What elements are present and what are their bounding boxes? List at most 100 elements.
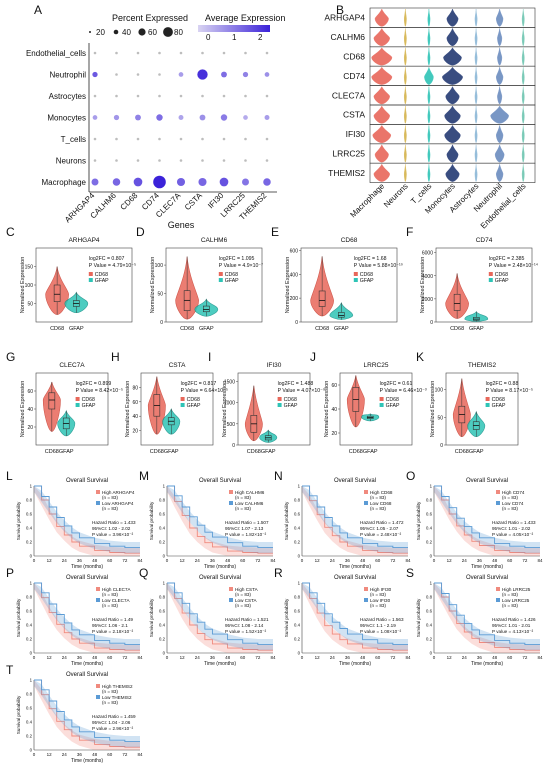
km-legend-swatch-high [364,490,368,494]
dot-marker [263,178,271,186]
dot-marker [179,51,183,55]
km-x-tick: 48 [92,655,98,660]
km-legend-n: (n = 83) [102,603,118,608]
km-y-tick: 0.2 [159,637,166,642]
km-ci-band [302,486,408,556]
gene-row-label: IFI30 [346,129,366,139]
km-y-tick: 0 [163,554,166,559]
panel-label-O: O [406,469,415,483]
km-y-tick: 0.6 [294,609,301,614]
legend-label-gfap: GFAP [225,278,239,284]
km-x-tick: 12 [447,655,453,660]
km-x-tick: 0 [33,752,36,757]
dot-marker [242,71,249,78]
km-ci-band [167,486,273,556]
violin-shape [521,8,525,27]
km-y-tick: 0.4 [426,526,433,531]
y-tick-label: 400 [290,272,299,278]
dot-marker [158,94,161,98]
km-y-tick: 0.4 [26,720,33,725]
pvalue-stat: P Value = 8.42×10⁻⁵ [76,388,123,394]
panel-title: CD74 [476,237,493,244]
pvalue-stat: P Value = 4.07×10⁻⁹ [278,388,325,394]
km-stat: Hazard Ratio = 1.433 [492,520,536,525]
km-x-label: Time (months) [204,661,236,667]
km-title: Overall Survival [66,478,108,484]
km-x-tick: 12 [47,752,53,757]
km-y-tick: 0.2 [426,637,433,642]
dot-marker [93,51,97,55]
km-title: Overall Survival [66,672,108,678]
y-axis-label: Normalized Expression [20,257,26,314]
dot-marker [92,71,98,78]
km-legend-n: (n = 83) [102,592,118,597]
panel-label-B: B [336,3,344,17]
km-legend-n: (n = 83) [102,495,118,500]
km-x-tick: 60 [375,655,381,660]
dot-marker [220,114,228,121]
km-legend-swatch-high [96,490,100,494]
km-stat: 95%CI: 1.05 - 2.07 [360,526,399,531]
pvalue-stat: P Value = 6.64×10⁻⁵ [181,388,228,394]
size-legend-tick: 20 [96,28,105,37]
km-y-tick: 0.8 [426,595,433,600]
km-y-label: Survival probability [284,501,289,540]
km-legend-swatch-high [229,490,233,494]
x-tick-label: CD68 [50,326,64,332]
km-y-tick: 1 [30,484,33,489]
legend-label-cd68: CD68 [284,397,297,403]
legend-label-cd68: CD68 [95,272,108,278]
y-tick-label: 4000 [422,274,433,280]
km-y-tick: 0 [298,651,301,656]
km-x-tick: 84 [270,655,276,660]
km-y-tick: 1 [430,484,433,489]
dot-marker [222,159,226,162]
legend-swatch-cd68 [277,397,282,401]
km-y-label: Survival probability [16,501,21,540]
violin-shape [496,125,504,144]
gene-row-label: LRRC25 [332,149,365,159]
panel-title: CSTA [169,362,187,369]
y-tick-label: 20 [27,425,33,431]
km-stat: 95%CI: 1.08 - 2.14 [225,623,264,628]
violin-shape [427,47,431,66]
dot-marker [265,94,269,98]
violin-shape [373,105,390,124]
violin-shape [474,28,478,47]
y-tick-label: 40 [132,414,138,420]
km-stat: Hazard Ratio = 1.472 [360,520,404,525]
panel-label-N: N [274,469,283,483]
km-legend-n: (n = 83) [502,603,518,608]
y-axis-label: Normalized Expression [125,381,131,438]
km-y-tick: 0.8 [26,595,33,600]
km-legend-low: Low THEMIS2 [102,695,132,700]
violin-shape [374,144,389,163]
y-tick-label: 200 [290,296,299,302]
km-legend-swatch-low [96,598,100,602]
km-ci-band [167,583,273,653]
legend-swatch-gfap [88,278,93,282]
y-tick-label: 50 [157,292,163,298]
km-x-tick: 0 [301,655,304,660]
dot-marker [222,137,226,141]
violin-shape [373,27,390,47]
km-x-tick: 60 [107,558,113,563]
km-y-tick: 1 [163,484,166,489]
plot-frame [445,372,519,446]
km-panel-L: Overall Survival 0 12 24 36 48 60 72 84 0 0.2 0.4 0.… [16,478,143,570]
km-legend-high: High CD68 [370,490,393,495]
km-y-tick: 0.2 [26,637,33,642]
km-title: Overall Survival [466,478,508,484]
dot-marker [136,159,140,162]
dot-marker [244,94,247,98]
km-y-tick: 1 [298,484,301,489]
panel-title: LRRC25 [364,362,389,369]
gene-row-label: THEMIS2 [328,168,365,178]
y-tick-label: 0 [232,443,235,449]
cell-type-label: Macrophage [348,181,386,219]
legend-swatch-cd68 [485,397,490,401]
pvalue-stat: P Value = 5.88×10⁻¹⁰ [354,263,403,269]
km-legend-swatch-high [229,587,233,591]
legend-swatch-cd68 [488,272,493,276]
dot-marker [221,71,227,78]
